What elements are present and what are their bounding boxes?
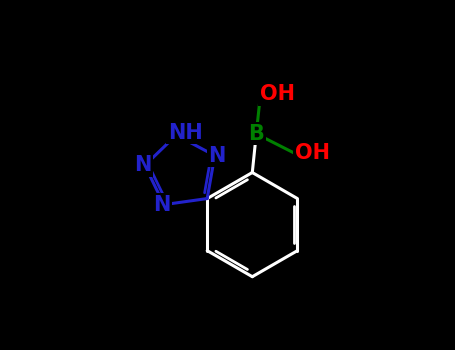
Text: N: N	[134, 155, 151, 175]
Text: OH: OH	[260, 84, 295, 104]
Text: N: N	[153, 195, 170, 215]
Text: N: N	[208, 146, 226, 166]
Text: OH: OH	[295, 143, 330, 163]
Text: B: B	[248, 124, 264, 144]
Text: NH: NH	[168, 122, 202, 142]
